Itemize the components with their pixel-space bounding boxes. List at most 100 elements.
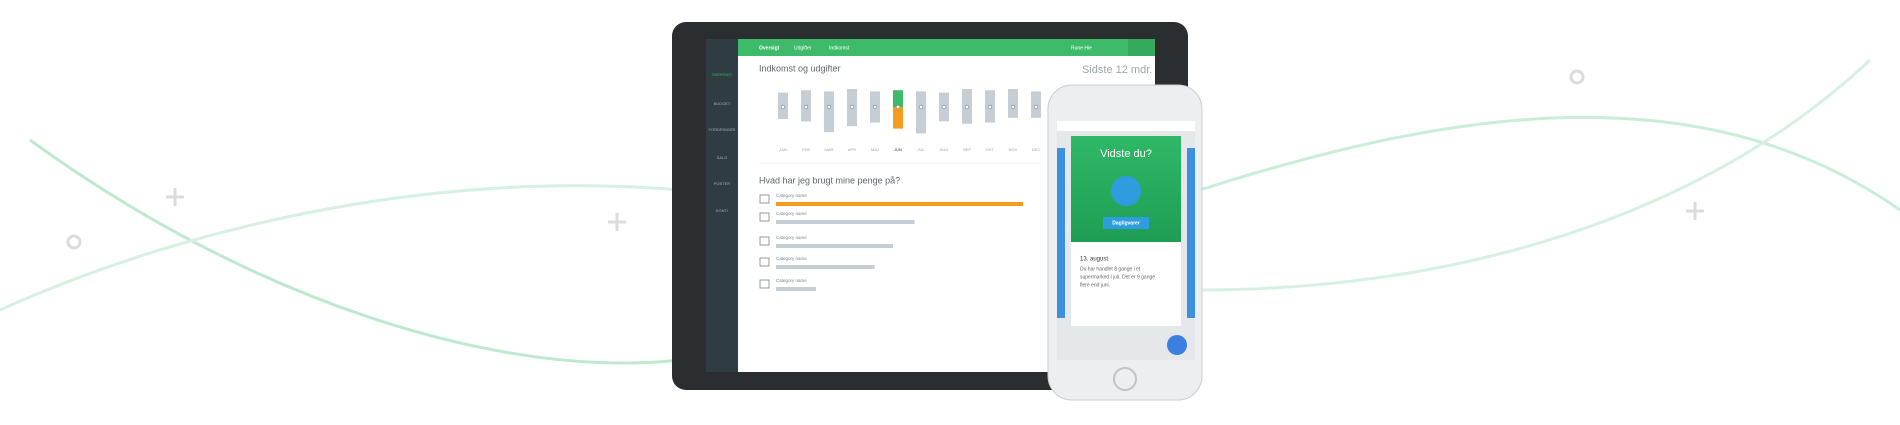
category-label: Category name bbox=[776, 235, 807, 240]
bar bbox=[962, 89, 972, 107]
category-label: Category name bbox=[776, 211, 807, 216]
bar-dot bbox=[895, 104, 901, 110]
bar bbox=[776, 202, 1023, 206]
bar bbox=[1031, 91, 1041, 107]
bar bbox=[939, 107, 949, 122]
bar-dot bbox=[872, 104, 878, 110]
background-waves bbox=[0, 58, 1900, 365]
bar bbox=[1008, 107, 1018, 118]
bar-dot bbox=[849, 104, 855, 110]
sidebar-item[interactable]: SALG bbox=[717, 155, 728, 160]
x-tick-label: MAR bbox=[825, 147, 834, 152]
bar-dot bbox=[987, 104, 993, 110]
deco-circle bbox=[66, 234, 82, 250]
card-body-line: supermarked i juli. Det er 9 gange bbox=[1080, 274, 1155, 280]
bar-dot bbox=[964, 104, 970, 110]
category-button[interactable] bbox=[1103, 217, 1149, 229]
category-label: Category name bbox=[776, 278, 807, 283]
bar-dot bbox=[803, 104, 809, 110]
sidebar-item[interactable]: BUDGET bbox=[714, 101, 731, 106]
x-tick-label: AUG bbox=[940, 147, 949, 152]
category-label: Category name bbox=[776, 193, 807, 198]
bar-dot bbox=[1010, 104, 1016, 110]
category-button-label[interactable]: Dagligvarer bbox=[1112, 220, 1140, 226]
bar-dot bbox=[826, 104, 832, 110]
bar bbox=[893, 90, 903, 107]
bar bbox=[824, 91, 834, 107]
fab-button[interactable] bbox=[1167, 335, 1187, 355]
charts: JAN FEB MAR APR MAJ JUN JUL AUG SEP OKT NOV DEC Cate… bbox=[759, 89, 1041, 291]
bar-dot bbox=[780, 104, 786, 110]
home-button[interactable] bbox=[1113, 367, 1137, 391]
side-card bbox=[1187, 148, 1195, 318]
card-body-line: flere end juni. bbox=[1080, 282, 1110, 288]
card-date: 13. august bbox=[1080, 257, 1108, 263]
x-tick-label: OKT bbox=[986, 147, 995, 152]
wave bbox=[1199, 58, 1872, 292]
card-body-line: Du har handlet 8 gange i et bbox=[1080, 266, 1141, 272]
sidebar-item[interactable]: FORDRINGER bbox=[709, 127, 736, 132]
x-tick-label: SEP bbox=[963, 147, 971, 152]
sidebar-items: OVERSIGT BUDGET FORDRINGER SALG POSTER K… bbox=[709, 72, 736, 213]
bar bbox=[801, 90, 811, 107]
x-tick-label: JUN bbox=[894, 147, 902, 152]
bar bbox=[985, 90, 995, 107]
side-card bbox=[1057, 148, 1065, 318]
bar bbox=[776, 265, 875, 269]
category-icon bbox=[759, 279, 770, 289]
sidebar-item[interactable]: POSTER bbox=[714, 181, 731, 186]
x-tick-label: FEB bbox=[802, 147, 810, 152]
sidebar-item[interactable]: KONTI bbox=[716, 208, 728, 213]
user-menu[interactable]: Rune Hie bbox=[1071, 45, 1092, 51]
top-nav-items: Oversigt Udgifter Indkomst Rune Hie bbox=[759, 45, 1092, 51]
sidebar bbox=[706, 39, 738, 372]
card-body: Du har handlet 8 gange i et supermarked … bbox=[1080, 266, 1155, 288]
wave bbox=[29, 138, 681, 365]
x-tick-label: DEC bbox=[1032, 147, 1041, 152]
x-tick-label: NOV bbox=[1009, 147, 1018, 152]
bar bbox=[1031, 107, 1041, 118]
category-icon bbox=[759, 212, 770, 222]
bar bbox=[1008, 89, 1018, 107]
nav-tab[interactable]: Indkomst bbox=[829, 45, 850, 51]
bar-dot bbox=[1033, 104, 1039, 110]
bar bbox=[847, 107, 857, 127]
chart-title: Hvad har jeg brugt mine penge på? bbox=[759, 175, 900, 185]
bar bbox=[916, 107, 926, 134]
bar-dot bbox=[941, 104, 947, 110]
top-nav bbox=[738, 39, 1155, 56]
bar-dot bbox=[918, 104, 924, 110]
nav-tab[interactable]: Oversigt bbox=[759, 45, 780, 51]
x-tick-label: JAN bbox=[779, 147, 787, 152]
card-title: Vidste du? bbox=[1100, 148, 1152, 160]
bar bbox=[776, 244, 893, 248]
bar bbox=[778, 92, 788, 107]
deco-plus bbox=[166, 188, 1704, 231]
x-tick-label: APR bbox=[848, 147, 856, 152]
deco-circle bbox=[1569, 69, 1585, 85]
bar bbox=[824, 107, 834, 133]
bar bbox=[801, 107, 811, 122]
category-icon bbox=[759, 236, 770, 246]
sidebar-item[interactable]: OVERSIGT bbox=[712, 72, 733, 77]
card-icon bbox=[1111, 176, 1141, 206]
category-label: Category name bbox=[776, 256, 807, 261]
nav-icon-box bbox=[1128, 39, 1155, 56]
chart-title: Indkomst og udgifter bbox=[759, 63, 841, 73]
bar bbox=[893, 107, 903, 129]
bar bbox=[939, 92, 949, 107]
status-bar bbox=[1057, 121, 1195, 131]
period-label: Sidste 12 mdr. bbox=[1082, 64, 1152, 76]
wave bbox=[1199, 115, 1900, 212]
x-tick-label: JUL bbox=[917, 147, 925, 152]
x-tick-label: MAJ bbox=[871, 147, 879, 152]
category-icon bbox=[759, 194, 770, 204]
bar bbox=[870, 91, 880, 107]
category-icon bbox=[759, 257, 770, 267]
bar bbox=[778, 107, 788, 119]
nav-tab[interactable]: Udgifter bbox=[794, 45, 812, 51]
bar bbox=[870, 107, 880, 123]
bar bbox=[847, 89, 857, 107]
